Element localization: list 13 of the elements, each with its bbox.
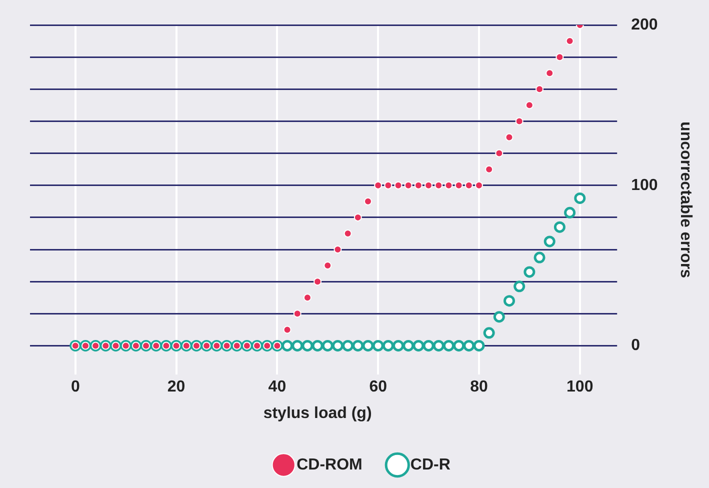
x-tick-label: 60	[369, 378, 388, 396]
x-tick-label: 40	[268, 378, 286, 396]
x-tick-label: 0	[70, 378, 80, 396]
legend-label: CD-ROM	[296, 456, 362, 474]
x-tick-label: 100	[566, 378, 594, 396]
legend-label: CD-R	[410, 456, 451, 474]
x-tick-label: 20	[167, 378, 186, 396]
y-tick-label: 200	[631, 16, 658, 34]
x-tick-label: 80	[470, 378, 488, 396]
y-tick-label: 0	[631, 337, 640, 354]
y-axis-title: uncorrectable errors	[676, 122, 694, 278]
y-tick-label: 100	[631, 176, 658, 194]
x-axis-title: stylus load (g)	[263, 404, 372, 422]
